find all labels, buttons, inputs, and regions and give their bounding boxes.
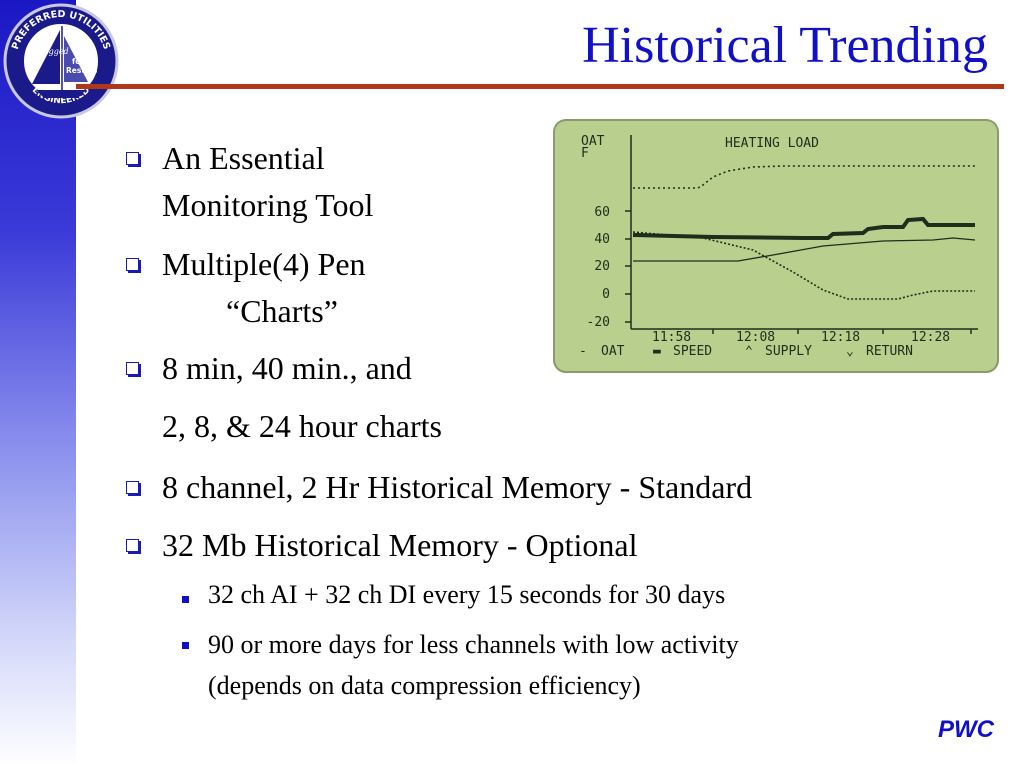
- lcd-legend-label: SPEED: [673, 344, 712, 359]
- title-divider: [76, 84, 1004, 89]
- lcd-legend-label: OAT: [601, 344, 625, 359]
- lcd-y-label-2: F: [581, 146, 589, 161]
- lcd-x-tick: 12:18: [821, 330, 860, 345]
- square-bullet-icon: [182, 596, 189, 603]
- bullet-2-line-2: “Charts”: [226, 293, 338, 329]
- square-bullet-icon: [182, 642, 189, 649]
- lcd-legend-label: SUPPLY: [765, 344, 812, 359]
- checkbox-bullet-icon: [126, 258, 139, 271]
- lcd-legend-symbol: ▬: [653, 344, 661, 359]
- bullet-1-line-2: Monitoring Tool: [162, 187, 374, 223]
- lcd-y-tick: 20: [594, 259, 610, 274]
- lcd-y-tick: -20: [587, 315, 610, 330]
- checkbox-bullet-icon: [126, 152, 139, 165]
- brand-mark: PWC: [938, 716, 994, 743]
- bullet-4: 8 channel, 2 Hr Historical Memory - Stan…: [162, 469, 753, 505]
- sub-bullet-2-line-1: 90 or more days for less channels with l…: [208, 630, 739, 659]
- lcd-legend-symbol: ⌃: [745, 344, 753, 359]
- lcd-title: HEATING LOAD: [725, 136, 819, 151]
- checkbox-bullet-icon: [126, 481, 139, 494]
- sidebar-gradient: [0, 0, 76, 768]
- logo-right-text-2: Results: [66, 66, 98, 75]
- bullet-2-line-1: Multiple(4) Pen: [162, 246, 366, 282]
- lcd-heating-load-screen: OAT F HEATING LOAD 60 40 20 0 -20 11:58 …: [553, 119, 999, 373]
- lcd-legend-symbol: -: [579, 344, 587, 359]
- company-logo: PREFERRED UTILITIES ENGINEERED Rigged fo…: [3, 3, 119, 119]
- sub-bullet-2-line-2: (depends on data compression efficiency): [208, 671, 641, 700]
- bullet-3-line-1: 8 min, 40 min., and: [162, 350, 412, 386]
- bullet-1-line-1: An Essential: [162, 140, 325, 176]
- lcd-y-tick: 0: [602, 287, 610, 302]
- checkbox-bullet-icon: [126, 539, 139, 552]
- lcd-x-tick: 12:08: [736, 330, 775, 345]
- lcd-trace-oat: [632, 231, 975, 300]
- lcd-y-label-1: OAT: [581, 134, 605, 149]
- bullet-3-line-2: 2, 8, & 24 hour charts: [162, 408, 442, 444]
- bullet-5: 32 Mb Historical Memory - Optional: [162, 527, 638, 563]
- lcd-x-tick: 12:28: [911, 330, 950, 345]
- lcd-y-tick: 40: [594, 232, 610, 247]
- lcd-trace-return: [633, 237, 976, 262]
- slide-title: Historical Trending: [582, 17, 988, 74]
- lcd-trace-speed: [632, 216, 975, 240]
- lcd-y-tick: 60: [594, 205, 610, 220]
- lcd-legend-label: RETURN: [866, 344, 913, 359]
- lcd-trace-supply: [633, 165, 975, 189]
- logo-right-text-1: for: [72, 57, 84, 66]
- sub-bullet-1: 32 ch AI + 32 ch DI every 15 seconds for…: [208, 580, 726, 609]
- checkbox-bullet-icon: [126, 362, 139, 375]
- lcd-x-tick: 11:58: [652, 330, 691, 345]
- lcd-legend-symbol: ⌄: [846, 344, 854, 359]
- logo-left-text: Rigged: [39, 47, 69, 56]
